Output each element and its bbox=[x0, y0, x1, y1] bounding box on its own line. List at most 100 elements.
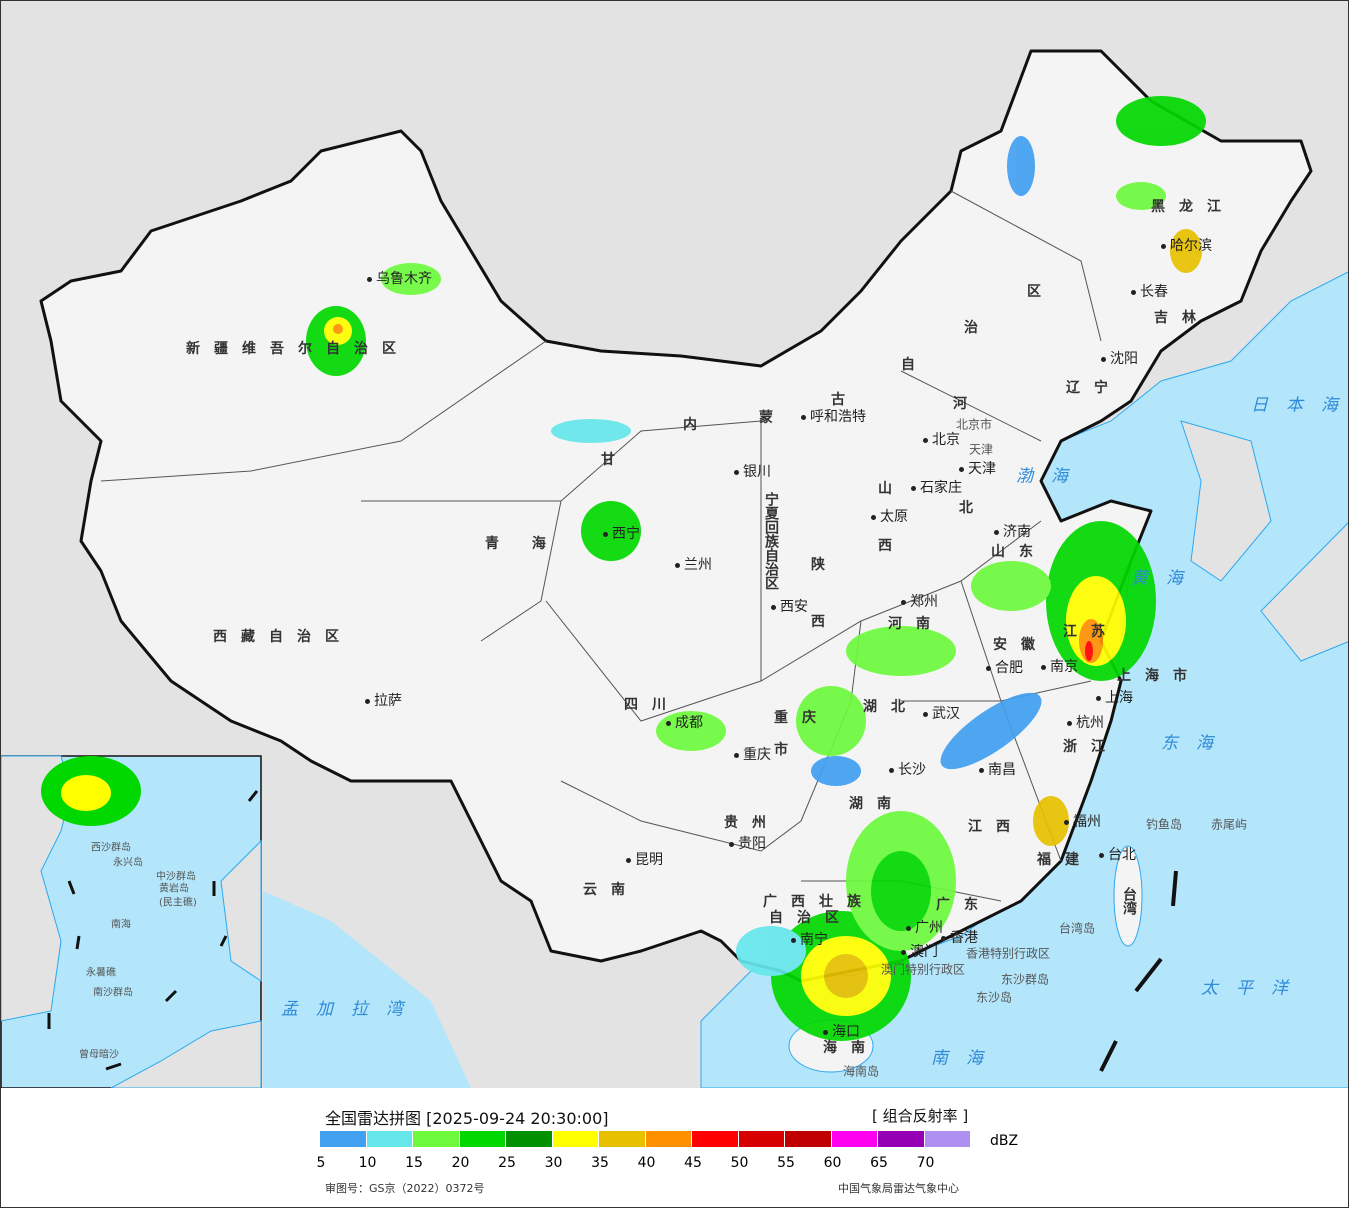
approval-number: 审图号：GS京（2022）0372号 bbox=[325, 1182, 485, 1195]
province-label: 河南 bbox=[888, 616, 944, 632]
city-label: 贵阳 bbox=[729, 833, 766, 853]
island-label: 东沙岛 bbox=[976, 990, 1013, 1005]
scale-swatch bbox=[320, 1131, 366, 1147]
city-label: 成都 bbox=[666, 712, 703, 732]
province-label: 区 bbox=[1027, 284, 1055, 300]
province-label: 上海市 bbox=[1117, 668, 1201, 684]
island-label: 东沙群岛 bbox=[1001, 972, 1050, 987]
scale-tick: 50 bbox=[730, 1155, 749, 1171]
city-label: 太原 bbox=[871, 506, 908, 526]
province-label: 宁夏回族自治区 bbox=[763, 492, 779, 590]
province-label: 山 bbox=[878, 481, 906, 497]
scale-tick: 70 bbox=[916, 1155, 935, 1171]
inset-label: (民主礁) bbox=[159, 897, 197, 909]
province-label: 陕 bbox=[811, 557, 839, 573]
inset-label: 南海 bbox=[111, 919, 131, 931]
city-label: 银川 bbox=[734, 461, 771, 481]
province-label: 山东 bbox=[991, 544, 1047, 560]
sea-label: 南海 bbox=[931, 1048, 1001, 1069]
island-label: 澳门特别行政区 bbox=[881, 962, 966, 977]
sea-label: 太平洋 bbox=[1201, 978, 1306, 999]
city-label: 拉萨 bbox=[365, 690, 402, 710]
city-label: 南昌 bbox=[979, 759, 1016, 779]
city-label: 北京 bbox=[923, 429, 960, 449]
scale-swatch bbox=[831, 1131, 877, 1147]
scale-swatch bbox=[645, 1131, 691, 1147]
province-label: 江西 bbox=[968, 819, 1024, 835]
province-label: 安徽 bbox=[993, 637, 1049, 653]
province-label: 青 海 bbox=[485, 536, 560, 552]
island-label: 天津 bbox=[969, 442, 994, 457]
inset-label: 黄岩岛 bbox=[159, 883, 189, 895]
sea-label: 日本海 bbox=[1251, 395, 1349, 416]
city-label: 昆明 bbox=[626, 849, 663, 869]
scale-swatch bbox=[692, 1131, 738, 1147]
city-label: 武汉 bbox=[923, 703, 960, 723]
city-label: 西宁 bbox=[603, 523, 640, 543]
province-label: 浙江 bbox=[1063, 739, 1119, 755]
province-label: 内 bbox=[683, 417, 711, 433]
province-label: 吉林 bbox=[1154, 310, 1210, 326]
province-label: 蒙 bbox=[759, 410, 787, 426]
map-canvas bbox=[0, 1, 1349, 1089]
city-label: 济南 bbox=[994, 521, 1031, 541]
sea-label: 东海 bbox=[1161, 733, 1231, 754]
province-label: 重庆 bbox=[774, 710, 830, 726]
province-label: 海南 bbox=[823, 1040, 879, 1056]
city-label: 天津 bbox=[959, 458, 996, 478]
island-label: 台湾岛 bbox=[1059, 921, 1096, 936]
source-credit: 中国气象局雷达气象中心 bbox=[838, 1182, 959, 1195]
korea-japan bbox=[1180, 420, 1349, 662]
city-label: 南宁 bbox=[791, 929, 828, 949]
product-type: [ 组合反射率 ] bbox=[872, 1107, 969, 1125]
city-label: 澳门 bbox=[901, 941, 938, 961]
city-label: 呼和浩特 bbox=[801, 406, 866, 426]
city-label: 沈阳 bbox=[1101, 348, 1138, 368]
scale-tick: 30 bbox=[544, 1155, 563, 1171]
sea-label: 黄海 bbox=[1131, 568, 1201, 589]
province-label: 黑龙江 bbox=[1151, 199, 1235, 215]
province-label: 自治区 bbox=[769, 910, 853, 926]
province-label: 台湾 bbox=[1121, 887, 1137, 915]
sea-label: 渤海 bbox=[1016, 466, 1086, 487]
scale-tick: 65 bbox=[870, 1155, 888, 1171]
inset-label: 南沙群岛 bbox=[93, 987, 133, 999]
city-label: 郑州 bbox=[901, 591, 938, 611]
city-label: 石家庄 bbox=[911, 477, 962, 497]
legend: 全国雷达拼图 [2025-09-24 20:30:00] [ 组合反射率 ] d… bbox=[0, 1089, 1349, 1208]
scale-tick: 40 bbox=[637, 1155, 656, 1171]
scale-tick: 25 bbox=[498, 1155, 516, 1171]
nine-dash-line bbox=[1099, 870, 1178, 1072]
inset-south-china-sea bbox=[0, 755, 262, 1089]
scale-swatch bbox=[599, 1131, 645, 1147]
scale-tick: 45 bbox=[684, 1155, 702, 1171]
city-label: 长春 bbox=[1131, 281, 1168, 301]
city-label: 海口 bbox=[823, 1021, 860, 1041]
scale-swatch bbox=[366, 1131, 412, 1147]
city-label: 福州 bbox=[1064, 811, 1101, 831]
island-label: 香港特别行政区 bbox=[966, 946, 1051, 961]
scale-swatch bbox=[785, 1131, 831, 1147]
province-label: 广西壮族 bbox=[763, 894, 875, 910]
province-label: 北 bbox=[959, 500, 987, 516]
unit-label: dBZ bbox=[990, 1133, 1019, 1149]
province-label: 西 bbox=[878, 538, 906, 554]
province-label: 四川 bbox=[624, 697, 680, 713]
inset-label: 永暑礁 bbox=[86, 967, 116, 979]
bay-of-bengal bbox=[263, 891, 471, 1088]
province-label: 西藏自治区 bbox=[213, 629, 353, 645]
island-label: 北京市 bbox=[956, 417, 993, 432]
city-label: 台北 bbox=[1099, 844, 1136, 864]
scale-swatch bbox=[878, 1131, 924, 1147]
scale-tick: 5 bbox=[316, 1155, 326, 1171]
province-label: 福建 bbox=[1037, 852, 1093, 868]
province-label: 湖北 bbox=[863, 699, 919, 715]
city-label: 兰州 bbox=[675, 554, 712, 574]
province-label: 湖南 bbox=[849, 796, 905, 812]
scale-tick: 35 bbox=[591, 1155, 609, 1171]
scale-tick: 60 bbox=[823, 1155, 842, 1171]
scale-tick: 20 bbox=[451, 1155, 470, 1171]
province-label: 古 bbox=[831, 392, 859, 408]
inset-label: 西沙群岛 bbox=[91, 842, 131, 854]
inset-label: 中沙群岛 bbox=[156, 871, 196, 883]
